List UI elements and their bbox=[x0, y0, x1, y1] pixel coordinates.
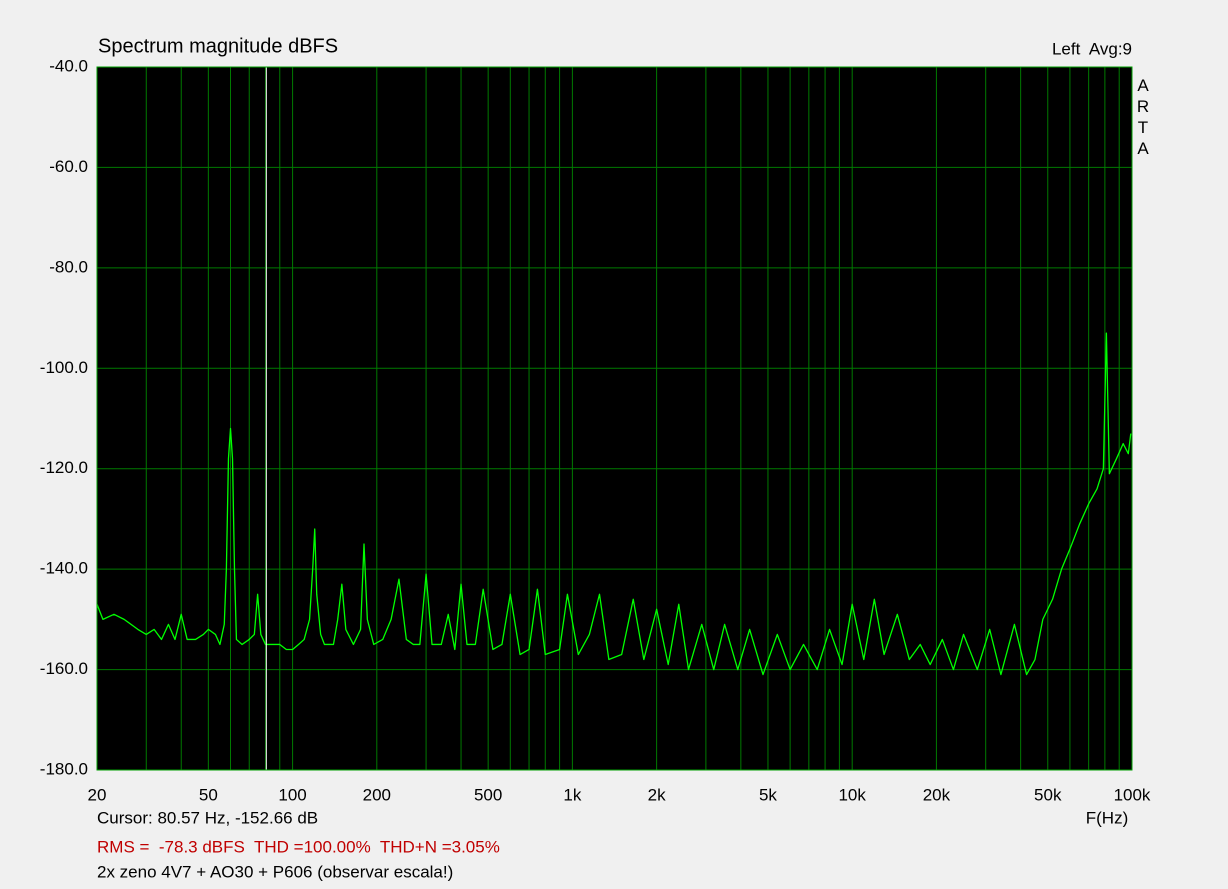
y-tick-label: -100.0 bbox=[40, 358, 88, 377]
x-tick-label: 20 bbox=[88, 785, 107, 804]
x-tick-label: 20k bbox=[923, 785, 951, 804]
x-tick-label: 10k bbox=[838, 785, 866, 804]
side-label: ARTA bbox=[1134, 76, 1153, 160]
y-tick-label: -180.0 bbox=[40, 759, 88, 778]
plot-frame bbox=[96, 66, 1133, 771]
cursor-readout: Cursor: 80.57 Hz, -152.66 dB bbox=[97, 808, 318, 827]
y-tick-label: -40.0 bbox=[49, 56, 88, 75]
stats: RMS = -78.3 dBFS THD =100.00% THD+N =3.0… bbox=[97, 837, 500, 856]
x-tick-label: 50 bbox=[199, 785, 218, 804]
y-tick-label: -80.0 bbox=[49, 257, 88, 276]
x-tick-label: 100k bbox=[1114, 785, 1151, 804]
y-tick-label: -140.0 bbox=[40, 559, 88, 578]
y-tick-label: -160.0 bbox=[40, 659, 88, 678]
plot-area bbox=[97, 67, 1132, 770]
chart-title: Spectrum magnitude dBFS bbox=[98, 35, 338, 57]
x-tick-label: 100 bbox=[278, 785, 306, 804]
x-tick-label: 500 bbox=[474, 785, 502, 804]
y-tick-label: -120.0 bbox=[40, 458, 88, 477]
x-tick-label: 200 bbox=[363, 785, 391, 804]
spectrum-line bbox=[96, 332, 1132, 676]
x-tick-label: 50k bbox=[1034, 785, 1062, 804]
x-tick-label: 5k bbox=[759, 785, 777, 804]
x-tick-label: 2k bbox=[648, 785, 666, 804]
y-tick-label: -60.0 bbox=[49, 157, 88, 176]
x-axis-label: F(Hz) bbox=[1086, 808, 1128, 827]
x-tick-label: 1k bbox=[563, 785, 581, 804]
channel-label: Left Avg:9 bbox=[1052, 39, 1132, 58]
description: 2x zeno 4V7 + AO30 + P606 (observar esca… bbox=[97, 862, 453, 881]
